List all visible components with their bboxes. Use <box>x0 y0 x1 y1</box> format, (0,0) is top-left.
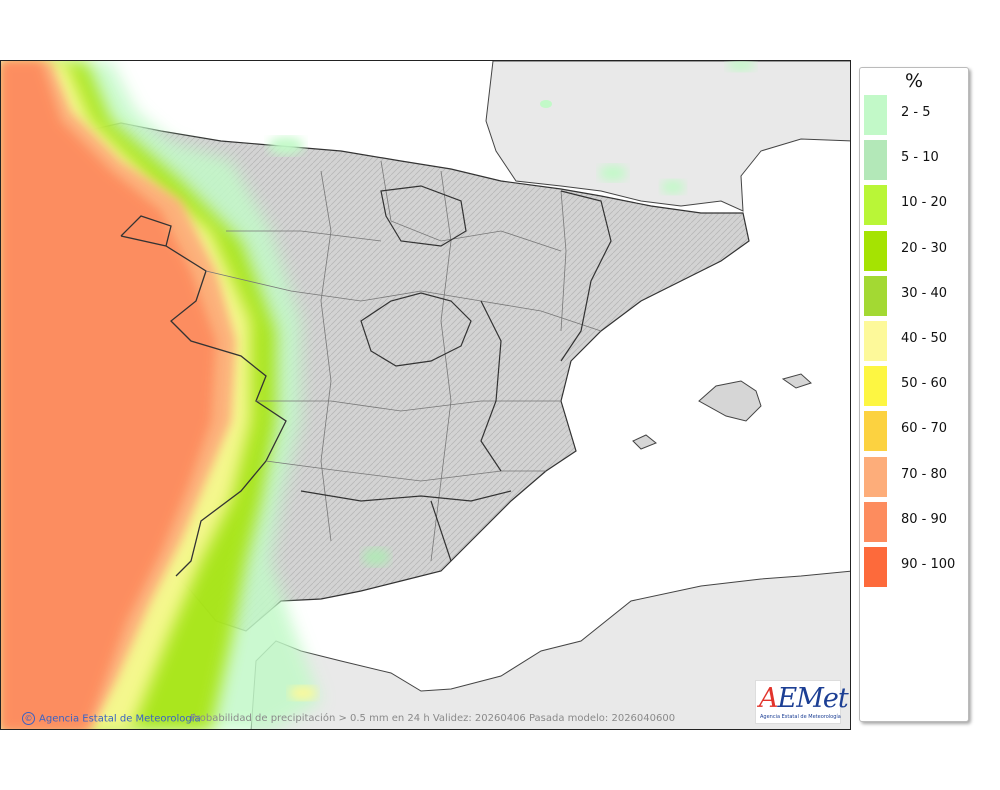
legend-item: 90 - 100 <box>864 547 968 587</box>
legend-swatch <box>864 140 887 181</box>
legend-label: 40 - 50 <box>901 331 948 346</box>
france-land <box>485 61 850 212</box>
legend-item: 50 - 60 <box>864 366 968 407</box>
autonomy-borders <box>300 185 612 562</box>
province-borders <box>205 160 602 562</box>
legend-label: 70 - 80 <box>901 466 948 482</box>
legend-item: 40 - 50 <box>864 321 968 361</box>
legend-item: 60 - 70 <box>864 411 968 452</box>
mallorca <box>698 380 762 422</box>
legend-swatch <box>864 95 887 135</box>
legend-swatch <box>864 366 887 407</box>
legend-swatch <box>864 501 887 542</box>
map-frame <box>0 60 851 730</box>
copyright-icon: © <box>22 712 35 725</box>
aemet-logo-subtitle: Agencia Estatal de Meteorología <box>760 714 841 720</box>
precipitation-map <box>1 61 850 729</box>
legend-label: 90 - 100 <box>901 557 956 572</box>
legend: % 2 - 5 5 - 10 10 - 20 20 - 30 30 - 40 40 - 5… <box>859 67 969 722</box>
legend-swatch <box>864 230 887 271</box>
legend-swatch <box>864 321 887 361</box>
footer-agency-text: Agencia Estatal de Meteorología <box>39 713 201 725</box>
legend-label: 10 - 20 <box>901 195 948 211</box>
footer-caption: Probabilidad de precipitación > 0.5 mm e… <box>190 713 676 724</box>
aemet-logo-word: AEMet <box>759 683 849 714</box>
legend-swatch <box>864 547 887 587</box>
aemet-logo: AEMet Agencia Estatal de Meteorología <box>755 680 849 724</box>
legend-label: 30 - 40 <box>901 285 948 301</box>
legend-swatch <box>864 411 887 452</box>
legend-item: 2 - 5 <box>864 95 968 135</box>
legend-item: 10 - 20 <box>864 185 968 226</box>
legend-label: 5 - 10 <box>901 150 939 166</box>
legend-item: 80 - 90 <box>864 501 968 542</box>
legend-title: % <box>904 70 924 92</box>
legend-swatch <box>864 456 887 497</box>
legend-item: 20 - 30 <box>864 230 968 271</box>
legend-label: 80 - 90 <box>901 511 948 527</box>
legend-swatch <box>864 275 887 316</box>
legend-label: 20 - 30 <box>901 240 948 256</box>
legend-item: 70 - 80 <box>864 456 968 497</box>
legend-item: 30 - 40 <box>864 275 968 316</box>
legend-label: 50 - 60 <box>901 376 948 392</box>
footer-agency-credit: © Agencia Estatal de Meteorología <box>22 712 201 725</box>
legend-item: 5 - 10 <box>864 140 968 181</box>
ibiza <box>632 434 657 450</box>
region-borders <box>120 215 287 577</box>
legend-swatch <box>864 185 887 226</box>
legend-label: 2 - 5 <box>901 105 931 120</box>
legend-label: 60 - 70 <box>901 421 948 437</box>
precip-overlay <box>1 61 755 729</box>
menorca <box>781 373 812 389</box>
